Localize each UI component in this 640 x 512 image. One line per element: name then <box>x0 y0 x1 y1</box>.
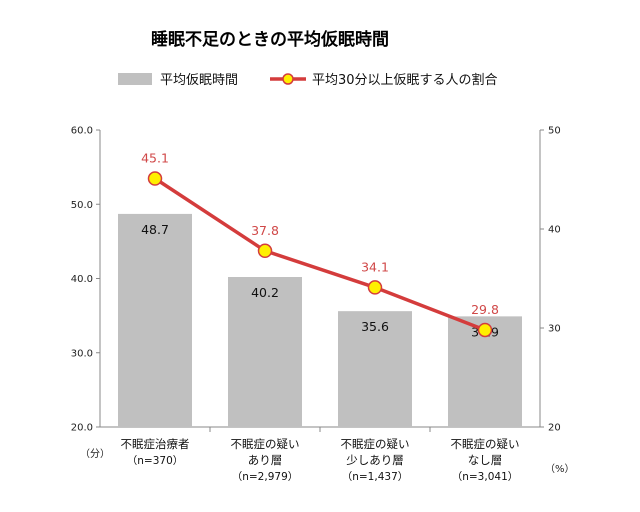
right-tick-label: 20 <box>548 423 561 434</box>
right-axis: 50 40 30 20 <box>539 126 561 434</box>
category-sample-size: （n=370） <box>127 455 184 467</box>
bar-value-label: 48.7 <box>141 222 169 237</box>
line-point <box>257 243 273 259</box>
bar <box>118 213 192 427</box>
category-labels: 不眠症治療者（n=370）不眠症の疑いあり層（n=2,979）不眠症の疑い少しあ… <box>121 437 520 483</box>
right-tick-label: 50 <box>548 126 561 137</box>
legend-line-marker <box>282 73 294 85</box>
category-label: 不眠症治療者 <box>121 437 190 451</box>
line-value-label: 29.8 <box>471 302 499 317</box>
bar-value-label: 40.2 <box>251 285 279 300</box>
line-point <box>477 322 493 338</box>
line-series: 45.1 37.8 34.1 29.8 <box>141 151 499 338</box>
left-axis-unit: （分） <box>80 448 110 460</box>
category-sample-size: （n=1,437） <box>342 471 409 483</box>
category-label: 不眠症の疑い <box>231 437 300 451</box>
bar <box>228 277 302 427</box>
legend-line-label: 平均30分以上仮眠する人の割合 <box>312 72 498 88</box>
line-value-label: 45.1 <box>141 151 169 166</box>
left-tick-label: 60.0 <box>71 126 93 137</box>
left-tick-label: 20.0 <box>71 423 93 434</box>
category-label: なし層 <box>468 453 503 467</box>
line-point <box>147 171 163 186</box>
category-label: あり層 <box>248 453 283 467</box>
line-point <box>367 280 383 295</box>
category-label: 不眠症の疑い <box>451 437 520 451</box>
category-label: 不眠症の疑い <box>341 437 410 451</box>
left-tick-label: 40.0 <box>71 274 93 285</box>
right-axis-unit: （%） <box>545 463 575 475</box>
legend-bar-label: 平均仮眠時間 <box>160 73 238 88</box>
left-tick-label: 30.0 <box>71 348 93 359</box>
series-line <box>154 177 486 332</box>
line-value-label: 34.1 <box>361 259 389 274</box>
category-sample-size: （n=3,041） <box>452 471 519 483</box>
bar-value-label: 35.6 <box>361 319 389 334</box>
line-value-label: 37.8 <box>251 223 279 238</box>
category-label: 少しあり層 <box>346 453 404 467</box>
bar <box>338 311 412 427</box>
legend: 平均仮眠時間 平均30分以上仮眠する人の割合 <box>118 72 498 88</box>
chart-title: 睡眠不足のときの平均仮眠時間 <box>151 29 389 50</box>
legend-bar-swatch <box>118 73 152 85</box>
bar-series: 48.740.235.634.9 <box>118 213 522 427</box>
right-tick-label: 30 <box>548 324 561 335</box>
left-tick-label: 50.0 <box>71 200 93 211</box>
right-tick-label: 40 <box>548 225 561 236</box>
category-sample-size: （n=2,979） <box>232 471 299 483</box>
